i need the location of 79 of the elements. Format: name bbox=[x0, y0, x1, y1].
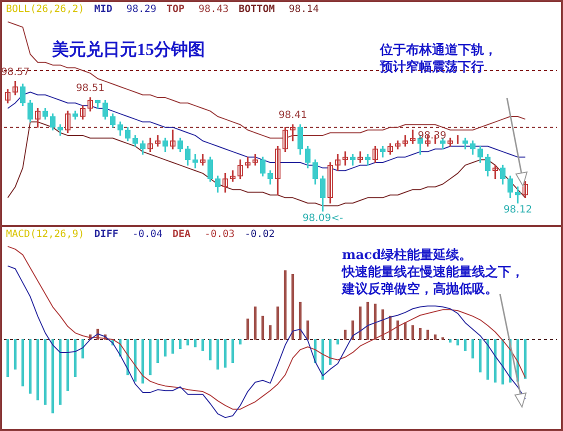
bar bbox=[268, 325, 272, 340]
text: TOP bbox=[166, 4, 185, 15]
bar bbox=[276, 306, 280, 340]
text: 位于布林通道下轨， bbox=[380, 42, 497, 59]
bar bbox=[404, 322, 407, 340]
bar bbox=[456, 339, 460, 346]
bar bbox=[186, 339, 190, 346]
bar bbox=[44, 339, 47, 405]
bar bbox=[254, 306, 257, 340]
bar bbox=[291, 274, 294, 340]
bar bbox=[21, 339, 24, 386]
bar bbox=[134, 339, 137, 382]
chart-title: 美元兑日元15分钟图 bbox=[52, 39, 205, 61]
bar bbox=[51, 339, 54, 414]
text: DEA bbox=[172, 229, 191, 240]
bar bbox=[208, 339, 212, 360]
legend-title: BOLL(26,26,2) bbox=[6, 4, 84, 15]
bar bbox=[194, 339, 197, 348]
bar bbox=[366, 302, 370, 340]
bar bbox=[478, 339, 482, 372]
text: 98.14 bbox=[288, 4, 319, 15]
bar bbox=[486, 339, 490, 380]
bar bbox=[6, 339, 10, 377]
bar bbox=[471, 339, 474, 358]
bar bbox=[28, 339, 32, 394]
bar bbox=[434, 334, 437, 340]
bar bbox=[231, 339, 234, 364]
bar bbox=[524, 339, 527, 379]
bar bbox=[224, 339, 227, 368]
bar bbox=[441, 337, 444, 340]
bar bbox=[238, 339, 242, 344]
bar bbox=[358, 306, 362, 340]
bar bbox=[164, 339, 167, 357]
bar bbox=[74, 339, 77, 377]
text: -0.04 bbox=[132, 229, 162, 240]
bar bbox=[411, 325, 414, 340]
bar bbox=[171, 339, 174, 354]
bar bbox=[464, 339, 467, 351]
bar bbox=[246, 318, 250, 340]
bar bbox=[141, 339, 144, 384]
text: DIFF bbox=[94, 229, 118, 240]
text: 98.57 bbox=[0, 66, 30, 78]
text: 98.12 bbox=[503, 204, 532, 216]
bar bbox=[494, 339, 497, 383]
bar bbox=[156, 339, 160, 364]
text: MID bbox=[94, 4, 112, 15]
text: -0.03 bbox=[204, 229, 235, 240]
bar bbox=[344, 330, 347, 340]
bar bbox=[448, 339, 452, 343]
bar bbox=[284, 270, 287, 340]
text: 98.09<- bbox=[302, 212, 344, 224]
annotation: 快速能量线在慢速能量线之下， bbox=[342, 264, 524, 281]
bar bbox=[418, 328, 422, 340]
bar bbox=[14, 339, 17, 370]
bar bbox=[261, 316, 264, 340]
text: 预计窄幅震荡下行 bbox=[380, 59, 485, 76]
bar bbox=[201, 339, 204, 351]
bar bbox=[306, 320, 310, 340]
text: 98.43 bbox=[198, 4, 229, 15]
legend-title: MACD(12,26,9) bbox=[6, 229, 84, 240]
bar bbox=[36, 339, 40, 400]
bar bbox=[336, 339, 340, 344]
text: -0.02 bbox=[244, 229, 275, 240]
bar bbox=[178, 339, 182, 350]
text: 98.51 bbox=[76, 83, 105, 94]
text: 98.39 bbox=[418, 130, 446, 142]
bar bbox=[328, 339, 332, 365]
bar bbox=[216, 339, 220, 370]
bar bbox=[148, 339, 152, 376]
bar bbox=[426, 330, 430, 340]
bar bbox=[58, 339, 62, 405]
text: BOTTOM bbox=[238, 4, 275, 15]
bar bbox=[66, 339, 70, 391]
bar bbox=[298, 302, 302, 340]
text: 98.29 bbox=[126, 4, 156, 15]
text: 98.41 bbox=[278, 110, 308, 122]
annotation: 建议反弹做空，高抛低吸。 bbox=[342, 281, 499, 298]
annotation: macd绿柱能量延续。 bbox=[342, 247, 474, 264]
bar bbox=[396, 320, 400, 340]
